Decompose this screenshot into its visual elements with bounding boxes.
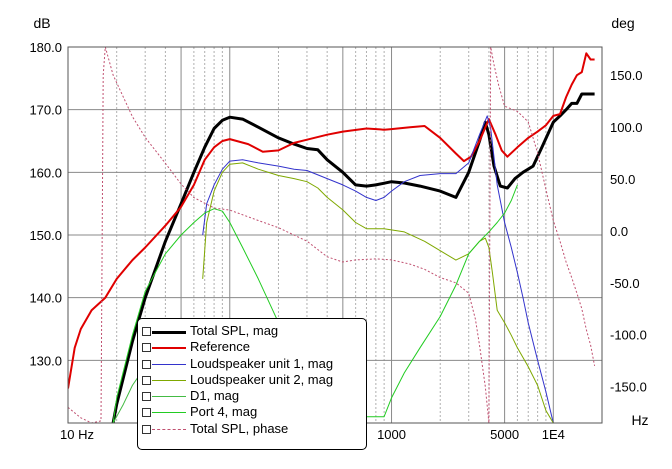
legend-item[interactable]: Total SPL, phase <box>138 421 366 437</box>
right-tick-label: -150.0 <box>610 380 647 395</box>
legend-label: Reference <box>190 339 250 355</box>
legend-checkbox[interactable] <box>142 392 151 402</box>
right-tick-label: 0.0 <box>610 224 628 239</box>
legend-swatch <box>152 412 186 414</box>
legend-label: Port 4, mag <box>190 404 258 420</box>
left-tick-label: 160.0 <box>29 165 62 180</box>
legend-checkbox[interactable] <box>142 375 151 385</box>
series-line <box>68 52 595 389</box>
series-line <box>202 115 554 423</box>
legend-label: Loudspeaker unit 1, mag <box>190 355 334 371</box>
legend-checkbox[interactable] <box>142 359 151 369</box>
legend-label: Total SPL, phase <box>190 420 289 436</box>
x-tick-label: 10 Hz <box>60 427 94 442</box>
left-axis: 130.0 140.0 150.0 160.0 170.0 180.0 <box>29 40 62 368</box>
right-tick-label: 50.0 <box>610 172 635 187</box>
series-line <box>111 92 595 423</box>
series-line <box>202 162 554 423</box>
right-axis-unit: deg <box>611 15 634 31</box>
right-tick-label: 150.0 <box>610 68 643 83</box>
legend-item[interactable]: Port 4, mag <box>138 404 366 420</box>
left-tick-label: 170.0 <box>29 103 62 118</box>
x-tick-label: 1E4 <box>542 427 565 442</box>
series-line <box>68 47 596 423</box>
right-tick-label: 100.0 <box>610 120 643 135</box>
right-tick-label: -100.0 <box>610 328 647 343</box>
legend-label: D1, mag <box>190 388 240 404</box>
x-axis: 10 Hz 1000 5000 1E4 <box>60 427 565 442</box>
x-tick-label: 5000 <box>490 427 519 442</box>
legend-item[interactable]: Loudspeaker unit 2, mag <box>138 372 366 388</box>
legend-checkbox[interactable] <box>142 424 151 434</box>
legend-swatch <box>152 347 186 350</box>
legend-checkbox[interactable] <box>142 343 151 353</box>
legend-item[interactable]: Total SPL, mag <box>138 323 366 339</box>
legend-swatch <box>152 396 186 398</box>
left-tick-label: 130.0 <box>29 353 62 368</box>
legend-swatch <box>152 363 186 365</box>
legend-swatch <box>152 331 186 334</box>
left-tick-label: 140.0 <box>29 291 62 306</box>
series-group <box>68 47 596 423</box>
right-tick-label: -50.0 <box>610 276 640 291</box>
legend-item[interactable]: D1, mag <box>138 388 366 404</box>
x-tick-label: 1000 <box>377 427 406 442</box>
left-axis-unit: dB <box>33 15 50 31</box>
legend-swatch <box>152 428 186 430</box>
left-tick-label: 180.0 <box>29 40 62 55</box>
legend-checkbox[interactable] <box>142 327 151 336</box>
legend-checkbox[interactable] <box>142 408 151 418</box>
legend-label: Loudspeaker unit 2, mag <box>190 371 334 387</box>
legend-item[interactable]: Loudspeaker unit 1, mag <box>138 356 366 372</box>
legend-item[interactable]: Reference <box>138 339 366 355</box>
right-axis: 150.0 100.0 50.0 0.0 -50.0 -100.0 -150.0 <box>610 68 647 395</box>
legend: Total SPL, mag Reference Loudspeaker unit … <box>137 318 367 450</box>
x-axis-unit: Hz <box>631 412 648 428</box>
legend-swatch <box>152 379 186 381</box>
left-tick-label: 150.0 <box>29 228 62 243</box>
legend-label: Total SPL, mag <box>190 323 279 338</box>
